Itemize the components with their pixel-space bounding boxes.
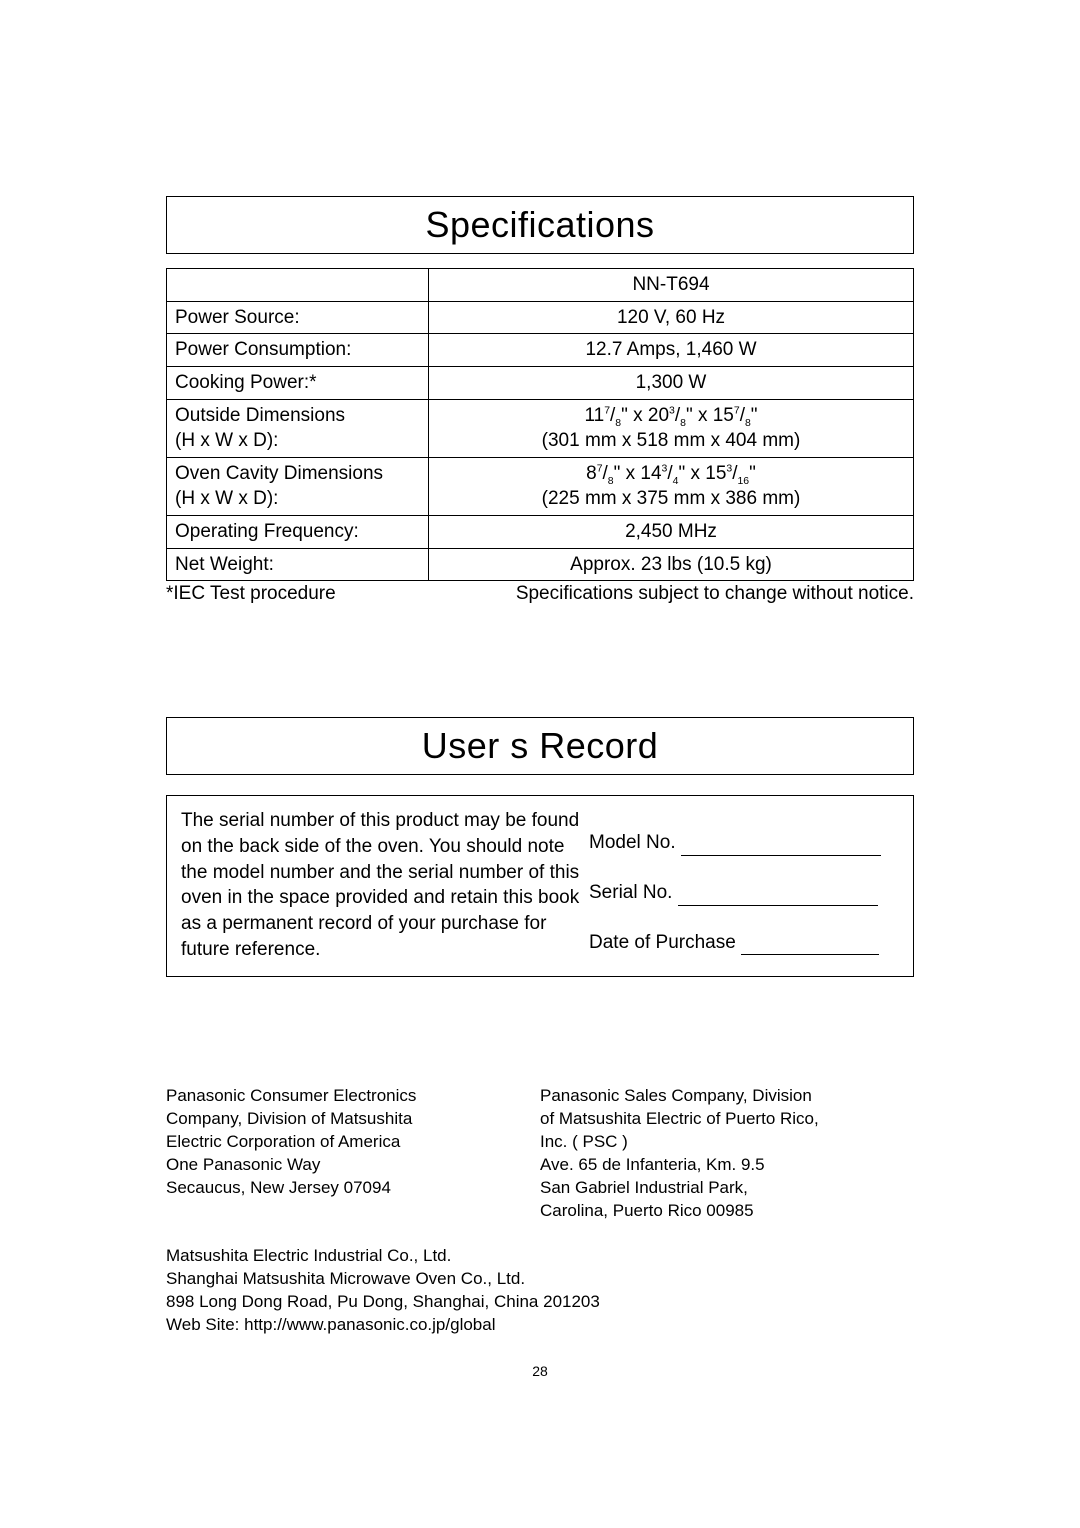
user-record-title-box: User s Record	[166, 717, 914, 775]
spec-label-line1: Outside Dimensions	[175, 405, 345, 426]
serial-no-blank[interactable]	[678, 888, 878, 906]
spec-value-line2: (301 mm x 518 mm x 404 mm)	[542, 430, 801, 451]
table-row: Power Consumption: 12.7 Amps, 1,460 W	[167, 334, 914, 367]
table-row: Oven Cavity Dimensions (H x W x D): 87/8…	[167, 457, 914, 515]
spec-label: Cooking Power:*	[167, 366, 429, 399]
spec-label: Net Weight:	[167, 548, 429, 581]
company-line: Electric Corporation of America	[166, 1132, 400, 1151]
company-line: Web Site: http://www.panasonic.co.jp/glo…	[166, 1315, 495, 1334]
spec-label: Power Consumption:	[167, 334, 429, 367]
specifications-title-box: Specifications	[166, 196, 914, 254]
user-record-intro: The serial number of this product may be…	[181, 808, 589, 962]
company-bottom: Matsushita Electric Industrial Co., Ltd.…	[166, 1245, 914, 1337]
spec-value-line2: (225 mm x 375 mm x 386 mm)	[542, 488, 801, 509]
model-no-field: Model No.	[589, 830, 899, 856]
table-row: Outside Dimensions (H x W x D): 117/8" x…	[167, 399, 914, 457]
company-line: of Matsushita Electric of Puerto Rico,	[540, 1109, 819, 1128]
company-line: Shanghai Matsushita Microwave Oven Co., …	[166, 1269, 525, 1288]
spec-value-line1: 87/8" x 143/4" x 153/16"	[586, 463, 756, 484]
company-col-1: Panasonic Consumer Electronics Company, …	[166, 1085, 540, 1223]
date-of-purchase-blank[interactable]	[741, 937, 879, 955]
user-record-box: The serial number of this product may be…	[166, 795, 914, 977]
user-record-title: User s Record	[422, 725, 659, 767]
spec-label: Outside Dimensions (H x W x D):	[167, 399, 429, 457]
date-of-purchase-label: Date of Purchase	[589, 932, 736, 953]
table-row: Operating Frequency: 2,450 MHz	[167, 516, 914, 549]
company-line: Panasonic Sales Company, Division	[540, 1086, 812, 1105]
table-row: Net Weight: Approx. 23 lbs (10.5 kg)	[167, 548, 914, 581]
spec-footnote-left: *IEC Test procedure	[166, 583, 336, 605]
company-line: Company, Division of Matsushita	[166, 1109, 412, 1128]
spec-value: 2,450 MHz	[429, 516, 914, 549]
spec-label: Power Source:	[167, 301, 429, 334]
spec-value: 120 V, 60 Hz	[429, 301, 914, 334]
company-line: Panasonic Consumer Electronics	[166, 1086, 416, 1105]
page-number: 28	[166, 1363, 914, 1379]
spec-value: 117/8" x 203/8" x 157/8" (301 mm x 518 m…	[429, 399, 914, 457]
company-line: Matsushita Electric Industrial Co., Ltd.	[166, 1246, 451, 1265]
user-record-fields: Model No. Serial No. Date of Purchase	[589, 808, 899, 962]
table-row: NN-T694	[167, 269, 914, 302]
company-line: One Panasonic Way	[166, 1155, 320, 1174]
company-line: Inc. ( PSC )	[540, 1132, 628, 1151]
spec-label-blank	[167, 269, 429, 302]
spec-value-line1: 117/8" x 203/8" x 157/8"	[584, 405, 757, 426]
model-no-blank[interactable]	[681, 838, 881, 856]
company-line: Ave. 65 de Infanteria, Km. 9.5	[540, 1155, 765, 1174]
spec-footnote-row: *IEC Test procedure Specifications subje…	[166, 583, 914, 605]
spec-label-line2: (H x W x D):	[175, 430, 278, 451]
company-col-2: Panasonic Sales Company, Division of Mat…	[540, 1085, 914, 1223]
company-line: Secaucus, New Jersey 07094	[166, 1178, 391, 1197]
spec-value: 87/8" x 143/4" x 153/16" (225 mm x 375 m…	[429, 457, 914, 515]
date-of-purchase-field: Date of Purchase	[589, 930, 899, 956]
page: Specifications NN-T694 Power Source: 120…	[0, 0, 1080, 1528]
spec-label: Operating Frequency:	[167, 516, 429, 549]
company-line: Carolina, Puerto Rico 00985	[540, 1201, 754, 1220]
spec-value: Approx. 23 lbs (10.5 kg)	[429, 548, 914, 581]
company-line: 898 Long Dong Road, Pu Dong, Shanghai, C…	[166, 1292, 600, 1311]
company-line: San Gabriel Industrial Park,	[540, 1178, 748, 1197]
spec-model-header: NN-T694	[429, 269, 914, 302]
serial-no-label: Serial No.	[589, 882, 672, 903]
specifications-table: NN-T694 Power Source: 120 V, 60 Hz Power…	[166, 268, 914, 581]
spec-value: 1,300 W	[429, 366, 914, 399]
spacer	[166, 605, 914, 717]
table-row: Cooking Power:* 1,300 W	[167, 366, 914, 399]
spec-value: 12.7 Amps, 1,460 W	[429, 334, 914, 367]
specifications-title: Specifications	[425, 204, 654, 246]
model-no-label: Model No.	[589, 832, 676, 853]
content: Specifications NN-T694 Power Source: 120…	[166, 196, 914, 1379]
table-row: Power Source: 120 V, 60 Hz	[167, 301, 914, 334]
spec-label-line2: (H x W x D):	[175, 488, 278, 509]
user-record-inner: The serial number of this product may be…	[181, 808, 899, 962]
spec-label: Oven Cavity Dimensions (H x W x D):	[167, 457, 429, 515]
serial-no-field: Serial No.	[589, 880, 899, 906]
company-columns: Panasonic Consumer Electronics Company, …	[166, 1085, 914, 1223]
spec-footnote-right: Specifications subject to change without…	[516, 583, 914, 605]
spec-label-line1: Oven Cavity Dimensions	[175, 463, 383, 484]
